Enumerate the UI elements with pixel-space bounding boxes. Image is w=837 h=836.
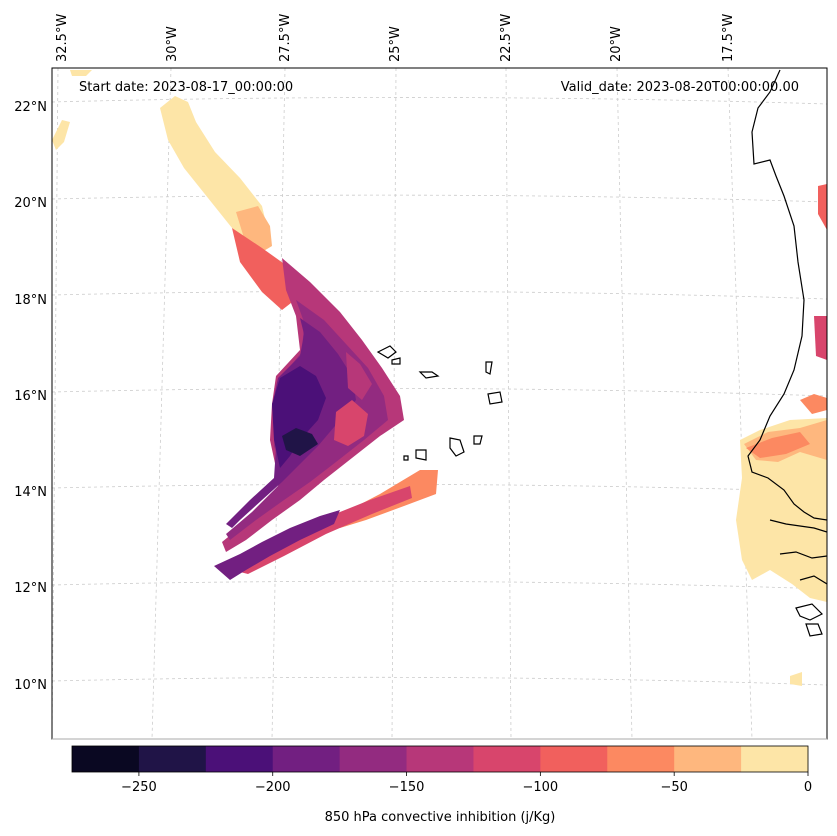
lon-label-27-5w: 27.5°W xyxy=(278,14,293,62)
lon-label-22-5w: 22.5°W xyxy=(499,14,514,62)
lat-label-12n: 12°N xyxy=(14,581,47,596)
colorbar-swatch xyxy=(72,746,140,772)
island-sao-vicente xyxy=(391,357,401,365)
contour-band-0-to-25-speck xyxy=(790,672,802,686)
lat-label-18n: 18°N xyxy=(14,293,47,308)
map-content xyxy=(52,68,827,739)
contour-inner-highlight-2 xyxy=(346,352,372,400)
colorbar-frame xyxy=(71,745,809,773)
lat-label-20n: 20°N xyxy=(14,196,47,211)
contour-band-75-to-100-ne xyxy=(818,184,827,230)
colorbar-swatch xyxy=(406,746,474,772)
lon-label-20w: 20°W xyxy=(609,26,624,62)
meridian-gridlines xyxy=(52,68,753,739)
lon-label-32-5w: 32.5°W xyxy=(55,14,70,62)
map-panel xyxy=(52,68,827,739)
africa-coast-south xyxy=(799,575,827,585)
lat-label-16n: 16°N xyxy=(14,389,47,404)
island-boa-vista xyxy=(487,391,503,405)
island-sao-nicolau xyxy=(418,371,440,379)
latitude-labels: 22°N 20°N 18°N 16°N 14°N 12°N 10°N xyxy=(14,100,47,693)
colorbar-tick-label: 0 xyxy=(804,780,812,795)
colorbar-swatch xyxy=(339,746,408,772)
coastlines xyxy=(376,69,827,637)
colorbar-swatch xyxy=(272,746,341,772)
contour-band-225-to-250 xyxy=(282,428,318,456)
africa-coast-bissagos xyxy=(805,623,823,637)
lon-label-25w: 25°W xyxy=(388,26,403,62)
cin-contours xyxy=(52,70,827,686)
contour-band-0-to-25-corner xyxy=(70,70,92,76)
contour-band-50-to-75-africa xyxy=(746,432,810,458)
contour-band-75-to-100 xyxy=(232,228,300,310)
contour-southern-tail xyxy=(214,510,340,580)
island-sal xyxy=(485,361,493,375)
africa-coastline xyxy=(747,69,827,521)
contour-band-0-to-25-africa xyxy=(736,418,827,602)
island-brava xyxy=(403,455,409,461)
colorbar-swatch xyxy=(741,746,809,772)
island-fogo xyxy=(415,449,427,461)
colorbar-swatch xyxy=(674,746,742,772)
start-date-annotation: Start date: 2023-08-17_00:00:00 xyxy=(79,80,293,95)
lat-label-14n: 14°N xyxy=(14,485,47,500)
island-santo-antao xyxy=(376,345,397,359)
colorbar xyxy=(72,746,809,772)
colorbar-swatch xyxy=(138,746,207,772)
africa-coast-gambia xyxy=(769,519,827,533)
contour-band-50-to-75-ne xyxy=(800,394,827,414)
contour-band-0-to-25-west-edge xyxy=(52,120,70,150)
contour-band-100-to-125-ne xyxy=(814,316,827,360)
island-maio xyxy=(473,435,483,445)
colorbar-ticks: −250 −200 −150 −100 −50 0 xyxy=(121,772,812,795)
colorbar-swatch xyxy=(607,746,675,772)
parallel-gridlines xyxy=(52,97,827,686)
lon-label-17-5w: 17.5°W xyxy=(721,14,736,62)
colorbar-tick-label: −250 xyxy=(121,780,157,795)
colorbar-tick-label: −200 xyxy=(255,780,291,795)
lat-label-22n: 22°N xyxy=(14,100,47,115)
island-santiago xyxy=(449,437,465,457)
contour-inner-highlight-1 xyxy=(334,400,368,446)
colorbar-tick-label: −150 xyxy=(389,780,425,795)
lon-label-30w: 30°W xyxy=(165,26,180,62)
longitude-labels: 32.5°W 30°W 27.5°W 25°W 22.5°W 20°W 17.5… xyxy=(55,14,736,62)
colorbar-tick-label: −50 xyxy=(660,780,687,795)
contour-band-25-to-50 xyxy=(236,206,272,252)
colorbar-label: 850 hPa convective inhibition (j/Kg) xyxy=(325,810,556,825)
africa-coast-islands-south xyxy=(795,603,824,621)
colorbar-swatch xyxy=(540,746,608,772)
colorbar-swatch xyxy=(473,746,541,772)
colorbar-tick-label: −100 xyxy=(523,780,559,795)
colorbar-swatch xyxy=(205,746,274,772)
valid-date-annotation: Valid_date: 2023-08-20T00:00:00.00 xyxy=(561,80,799,95)
africa-coast-guinea xyxy=(779,551,827,559)
lat-label-10n: 10°N xyxy=(14,678,47,693)
